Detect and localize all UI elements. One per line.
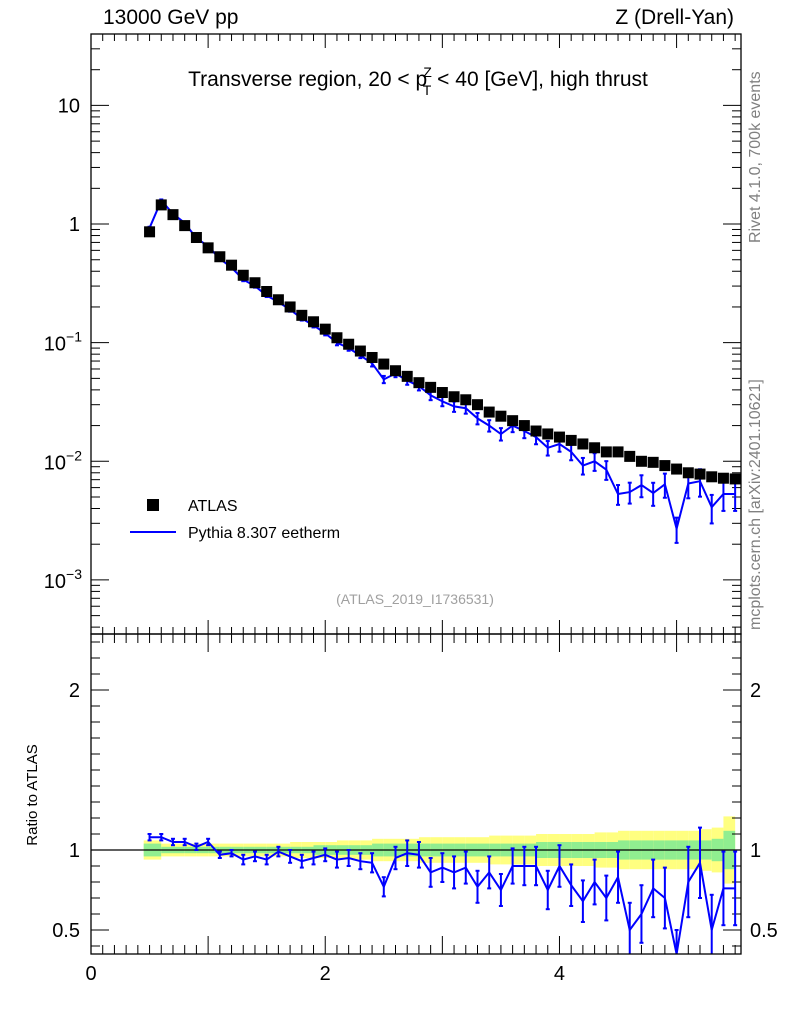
main-y-tick-label: 10−2 bbox=[44, 447, 82, 474]
atlas-point bbox=[471, 399, 483, 411]
atlas-point bbox=[190, 232, 202, 244]
atlas-point bbox=[542, 428, 554, 440]
header-left: 13000 GeV pp bbox=[103, 6, 239, 29]
atlas-point bbox=[507, 415, 519, 427]
main-title: Transverse region, 20 < pZ T < 40 [GeV], … bbox=[188, 64, 648, 98]
atlas-point bbox=[659, 460, 671, 472]
atlas-point bbox=[378, 358, 390, 370]
main-panel-frame bbox=[90, 33, 742, 635]
atlas-point bbox=[624, 450, 636, 462]
atlas-point bbox=[144, 226, 156, 238]
legend-pythia-label: Pythia 8.307 eetherm bbox=[188, 525, 340, 542]
main-axis-ticks bbox=[90, 33, 741, 634]
atlas-point bbox=[518, 420, 530, 432]
atlas-point bbox=[495, 410, 507, 422]
atlas-point bbox=[694, 468, 706, 480]
atlas-point bbox=[284, 301, 296, 313]
atlas-point bbox=[612, 446, 624, 458]
atlas-point bbox=[319, 323, 331, 335]
ratio-x-tick-label: 4 bbox=[554, 963, 565, 985]
atlas-point bbox=[343, 338, 355, 350]
atlas-point bbox=[589, 442, 601, 454]
atlas-point bbox=[425, 381, 437, 393]
atlas-point bbox=[553, 431, 565, 443]
atlas-point bbox=[308, 316, 320, 328]
atlas-point bbox=[366, 351, 378, 363]
atlas-point bbox=[682, 467, 694, 479]
atlas-point bbox=[671, 463, 683, 475]
ratio-tick-labels: 0.5 0.5 1 1 2 2 0 2 4 bbox=[52, 680, 778, 985]
analysis-id: (ATLAS_2019_I1736531) bbox=[336, 591, 494, 607]
atlas-point bbox=[401, 370, 413, 382]
atlas-point bbox=[296, 309, 308, 321]
atlas-point bbox=[565, 434, 577, 446]
ratio-x-tick-label: 2 bbox=[320, 963, 331, 985]
main-y-tick-labels: 10 1 10−1 10−2 10−3 bbox=[44, 95, 82, 592]
atlas-point bbox=[483, 406, 495, 418]
ratio-y-tick-label-right: 2 bbox=[750, 680, 761, 702]
rivet-label: Rivet 4.1.0, 700k events bbox=[747, 71, 764, 243]
atlas-point bbox=[600, 446, 612, 458]
atlas-point bbox=[577, 438, 589, 450]
ratio-axis-ticks bbox=[90, 634, 741, 954]
main-y-tick-label: 10−3 bbox=[44, 566, 82, 593]
atlas-point bbox=[717, 472, 729, 484]
atlas-point bbox=[202, 242, 214, 254]
atlas-point bbox=[706, 471, 718, 483]
mcplots-label: mcplots.cern.ch [arXiv:2401.10621] bbox=[747, 379, 764, 630]
ratio-y-tick-label-right: 0.5 bbox=[750, 920, 778, 942]
ratio-x-tick-label: 0 bbox=[85, 963, 96, 985]
ratio-y-tick-label: 0.5 bbox=[52, 920, 80, 942]
pythia-series bbox=[147, 198, 738, 544]
ratio-panel-frame bbox=[90, 633, 742, 955]
atlas-point bbox=[331, 332, 343, 344]
atlas-point bbox=[226, 259, 238, 271]
atlas-point bbox=[448, 391, 460, 403]
main-y-tick-label: 1 bbox=[69, 214, 80, 236]
atlas-point bbox=[729, 473, 741, 485]
atlas-series bbox=[144, 199, 741, 485]
main-y-tick-label: 10−1 bbox=[44, 329, 82, 356]
legend-atlas-marker bbox=[147, 499, 159, 511]
ratio-y-axis-label: Ratio to ATLAS bbox=[24, 744, 41, 845]
atlas-point bbox=[460, 394, 472, 406]
atlas-point bbox=[237, 269, 249, 281]
atlas-point bbox=[436, 387, 448, 399]
atlas-point bbox=[272, 294, 284, 306]
atlas-point bbox=[413, 377, 425, 389]
ratio-pythia-series bbox=[147, 826, 738, 955]
atlas-point bbox=[155, 199, 167, 211]
legend-atlas-label: ATLAS bbox=[188, 498, 238, 515]
atlas-point bbox=[390, 365, 402, 377]
atlas-point bbox=[214, 251, 226, 263]
atlas-point bbox=[167, 209, 179, 221]
ratio-y-tick-label-right: 1 bbox=[750, 840, 761, 862]
ratio-y-tick-label: 2 bbox=[69, 680, 80, 702]
atlas-point bbox=[530, 425, 542, 437]
legend: ATLAS Pythia 8.307 eetherm bbox=[130, 498, 340, 542]
atlas-point bbox=[249, 277, 261, 289]
main-y-tick-label: 10 bbox=[58, 95, 80, 117]
header-right: Z (Drell-Yan) bbox=[615, 6, 734, 29]
atlas-point bbox=[635, 455, 647, 467]
atlas-point bbox=[261, 285, 273, 297]
atlas-point bbox=[354, 345, 366, 357]
atlas-point bbox=[647, 456, 659, 468]
atlas-point bbox=[179, 220, 191, 232]
ratio-y-tick-label: 1 bbox=[69, 840, 80, 862]
pythia-line bbox=[148, 198, 736, 533]
